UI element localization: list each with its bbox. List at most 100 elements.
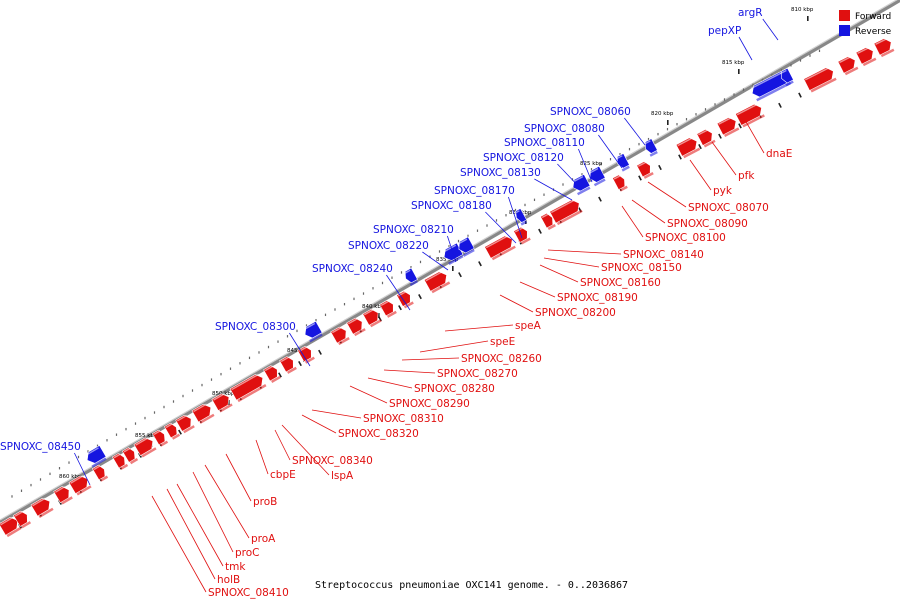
tick-mark [619,152,621,156]
leader-line [422,251,449,271]
tick-mark [478,261,482,267]
leader-line [349,385,388,404]
forward-gene-label: tmk [225,561,246,573]
tick-mark [258,351,260,354]
leader-line [534,178,573,201]
forward-gene-label: SPNOXC_08310 [363,413,444,425]
tick-mark [400,271,403,274]
tick-mark [733,93,735,96]
kbp-tick [378,313,380,318]
tick-mark [286,335,289,338]
tick-mark [543,193,545,196]
forward-gene [191,403,215,424]
tick-mark [362,292,365,295]
forward-gene [13,510,32,529]
leader-line [711,141,737,176]
tick-mark [267,345,270,349]
leader-line [547,249,622,255]
tick-mark [296,329,298,333]
forward-gene-label: pyk [713,185,733,197]
reverse-gene-label: SPNOXC_08110 [504,137,585,149]
tick-mark [429,255,431,258]
tick-mark [418,294,422,300]
forward-gene [540,212,556,231]
tick-mark [372,287,374,290]
forward-gene [423,270,451,294]
kbp-label: 860 kbp [59,474,82,480]
tick-mark [115,433,118,436]
legend-forward-swatch [839,10,850,21]
legend-reverse-swatch [839,25,850,36]
leader-line [744,119,765,154]
tick-mark [381,281,384,285]
leader-line [255,439,269,475]
tick-mark [678,154,682,160]
tick-mark [778,102,782,108]
forward-gene [346,317,366,337]
tick-mark [495,219,498,222]
leader-line [578,148,593,183]
forward-gene-label: cbpE [270,469,296,481]
leader-line [289,332,311,367]
tick-mark [698,144,702,150]
tick-mark [144,416,146,420]
kbp-tick [228,400,230,405]
legend-forward-label: Forward [855,12,891,22]
forward-gene-label: SPNOXC_08150 [601,262,682,274]
tick-mark [419,260,422,264]
forward-gene-label: proA [251,533,276,545]
kbp-label: 835 kbp [436,257,459,263]
leader-line [557,163,583,191]
tick-mark [178,429,182,435]
tick-mark [685,118,688,121]
tick-mark [457,239,460,243]
leader-line [738,36,753,61]
tick-mark [410,265,412,269]
forward-gene [111,453,129,471]
forward-gene [133,437,157,458]
kbp-tick [667,120,669,125]
forward-gene-label: SPNOXC_08290 [389,398,470,410]
tick-mark [315,318,317,322]
tick-mark [438,250,441,253]
kbp-tick [452,266,454,271]
kbp-label: 855 kbp [135,433,158,439]
reverse-gene-label: pepXP [708,25,741,37]
tick-mark [68,461,70,464]
leader-line [631,199,666,224]
forward-gene-label: SPNOXC_08090 [667,218,748,230]
tick-mark [96,444,99,448]
tick-mark [248,356,251,360]
forward-gene [211,393,233,413]
kbp-label: 815 kbp [722,60,745,66]
forward-gene-label: speE [490,336,515,348]
tick-mark [239,362,241,365]
leader-line [419,340,489,353]
tick-mark [172,400,175,403]
kbp-tick [807,16,809,21]
label-leader-lines [74,18,779,593]
tick-mark [533,198,536,202]
tick-mark [229,367,232,370]
forward-gene-label: pfk [738,170,755,182]
tick-mark [600,163,602,166]
forward-gene [716,116,740,137]
tick-mark [538,228,542,234]
forward-gene [513,226,531,245]
forward-gene-label: holB [217,574,240,586]
leader-line [762,18,779,41]
genome-backbone [0,0,900,524]
forward-gene [30,497,54,519]
tick-mark [125,427,127,431]
tick-mark [467,234,469,238]
forward-gene [379,300,397,318]
forward-gene-label: SPNOXC_08410 [208,587,289,599]
leader-line [204,464,250,539]
forward-gene [696,129,716,148]
leader-line [225,453,252,502]
forward-gene [229,373,267,403]
kbp-label: 840 kbp [362,304,385,310]
tick-mark [638,175,642,181]
forward-gene-label: SPNOXC_08270 [437,368,518,380]
tick-mark [39,478,42,481]
